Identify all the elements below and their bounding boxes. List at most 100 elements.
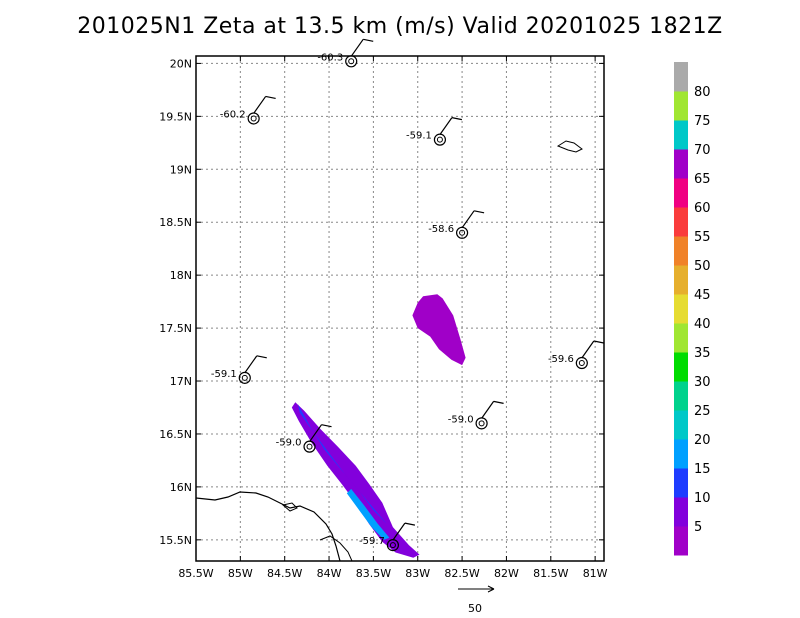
field-region-band-core <box>346 489 390 540</box>
coastline-island <box>281 502 298 512</box>
station-ring-inner <box>459 229 466 236</box>
colorbar-label: 75 <box>694 114 711 129</box>
colorbar-segment <box>674 294 688 324</box>
colorbar-label: 60 <box>694 201 711 216</box>
wind-barb-flag <box>321 424 332 428</box>
x-tick-label: 82W <box>494 567 519 580</box>
plot-frame <box>195 55 605 562</box>
station-ring-outer <box>475 417 488 430</box>
wind-barb-flag <box>256 355 267 359</box>
coastline-cayman <box>556 140 583 153</box>
x-tick-label: 84W <box>317 567 342 580</box>
station-ring-outer <box>575 356 588 370</box>
colorbar-label: 65 <box>694 172 711 187</box>
colorbar-segment <box>674 352 688 382</box>
vector-reference: 50 <box>458 585 495 615</box>
wind-barb-flag <box>493 400 504 404</box>
station-marker: -58.6 <box>428 210 485 239</box>
x-tick-label: 82.5W <box>444 567 479 580</box>
colorbar-segment <box>674 468 688 498</box>
chart-title: 201025N1 Zeta at 13.5 km (m/s) Valid 202… <box>77 14 723 39</box>
station-ring-outer <box>345 55 358 68</box>
y-axis: 15.5N 16N 16.5N 17N 17.5N 18N 18.5N 19N 19.5N 20N <box>159 57 604 547</box>
grid-lines <box>195 56 604 561</box>
y-tick-label: 20N <box>170 57 192 70</box>
colorbar-label: 35 <box>694 346 711 361</box>
station-value-label: -60.3 <box>317 52 343 63</box>
colorbar-segment <box>674 381 688 411</box>
colorbar-segment <box>674 207 688 237</box>
station-marker: -59.6 <box>548 340 604 370</box>
colorbar-label: 5 <box>694 520 702 535</box>
x-tick-label: 81.5W <box>533 567 568 580</box>
station-ring-inner <box>436 136 443 143</box>
station-ring-inner <box>306 443 313 450</box>
station-value-label: -59.1 <box>406 131 432 142</box>
station-value-label: -60.2 <box>220 109 246 120</box>
colorbar-segment <box>674 149 688 179</box>
station-marker: -59.7 <box>359 522 416 552</box>
field-region-north <box>412 294 466 366</box>
station-marker: -59.0 <box>276 424 332 453</box>
colorbar-segment <box>674 323 688 353</box>
station-ring-inner <box>389 542 396 549</box>
coastline-honduras <box>196 491 341 561</box>
colorbar-segment <box>674 120 688 150</box>
station-value-label: -59.0 <box>276 438 302 449</box>
station-ring-inner <box>578 360 585 367</box>
y-tick-label: 18.5N <box>159 216 192 229</box>
station-value-label: -59.1 <box>211 369 237 380</box>
x-tick-label: 83W <box>405 567 430 580</box>
colorbar-segment <box>674 236 688 266</box>
wind-barb-staff <box>253 96 267 114</box>
colorbar-label: 30 <box>694 375 711 390</box>
station-ring-inner <box>348 58 355 65</box>
reference-arrow-head <box>487 585 495 593</box>
station-marker: -59.1 <box>406 117 463 146</box>
station-ring-outer <box>238 371 251 384</box>
station-ring-outer <box>303 440 316 453</box>
station-ring-outer <box>433 133 447 146</box>
y-tick-label: 17.5N <box>159 322 192 335</box>
colorbar-label: 50 <box>694 259 711 274</box>
colorbar-label: 20 <box>694 433 711 448</box>
x-tick-label: 83.5W <box>356 567 391 580</box>
station-ring-outer <box>247 112 260 125</box>
colorbar-segment <box>674 62 688 92</box>
y-tick-label: 16.5N <box>159 428 192 441</box>
colorbar-label: 80 <box>694 85 711 100</box>
wind-barb-flag <box>451 117 463 121</box>
station-value-label: -59.6 <box>548 354 574 365</box>
wind-barb-flag <box>404 522 416 526</box>
station-marker: -60.3 <box>317 38 374 68</box>
colorbar-label: 25 <box>694 404 711 419</box>
colorbar-segment <box>674 178 688 208</box>
station-markers: -60.3 -60.2 -59.1 -58.6 -59.1 -59.6 -59.0 -59.0… <box>211 38 604 552</box>
wind-barb-flag <box>593 340 604 344</box>
x-tick-label: 84.5W <box>267 567 302 580</box>
station-ring-inner <box>241 374 248 381</box>
wind-barb-staff <box>392 522 406 541</box>
wind-barb-flag <box>363 38 374 42</box>
wind-barb-staff <box>350 38 364 57</box>
station-ring-inner <box>478 420 485 427</box>
wind-barb-staff <box>581 340 595 359</box>
wind-barb-flag <box>265 95 276 100</box>
station-marker: -59.1 <box>211 355 267 384</box>
station-marker: -60.2 <box>220 95 276 125</box>
wind-barb-staff <box>439 117 453 135</box>
colorbar-segment <box>674 410 688 440</box>
wind-barb-staff <box>461 210 475 229</box>
coastline <box>196 140 583 561</box>
vorticity-field <box>291 294 466 558</box>
y-tick-label: 18N <box>170 269 192 282</box>
colorbar-segment <box>674 439 688 469</box>
wind-barb-staff <box>309 424 323 443</box>
colorbar-segment <box>674 497 688 527</box>
y-tick-label: 15.5N <box>159 534 192 547</box>
x-tick-label: 85W <box>228 567 253 580</box>
colorbar: 5 10 15 20 25 30 35 40 45 50 55 60 65 70 75 80 <box>674 62 711 556</box>
wind-barb-staff <box>481 401 495 419</box>
y-tick-label: 19N <box>170 163 192 176</box>
